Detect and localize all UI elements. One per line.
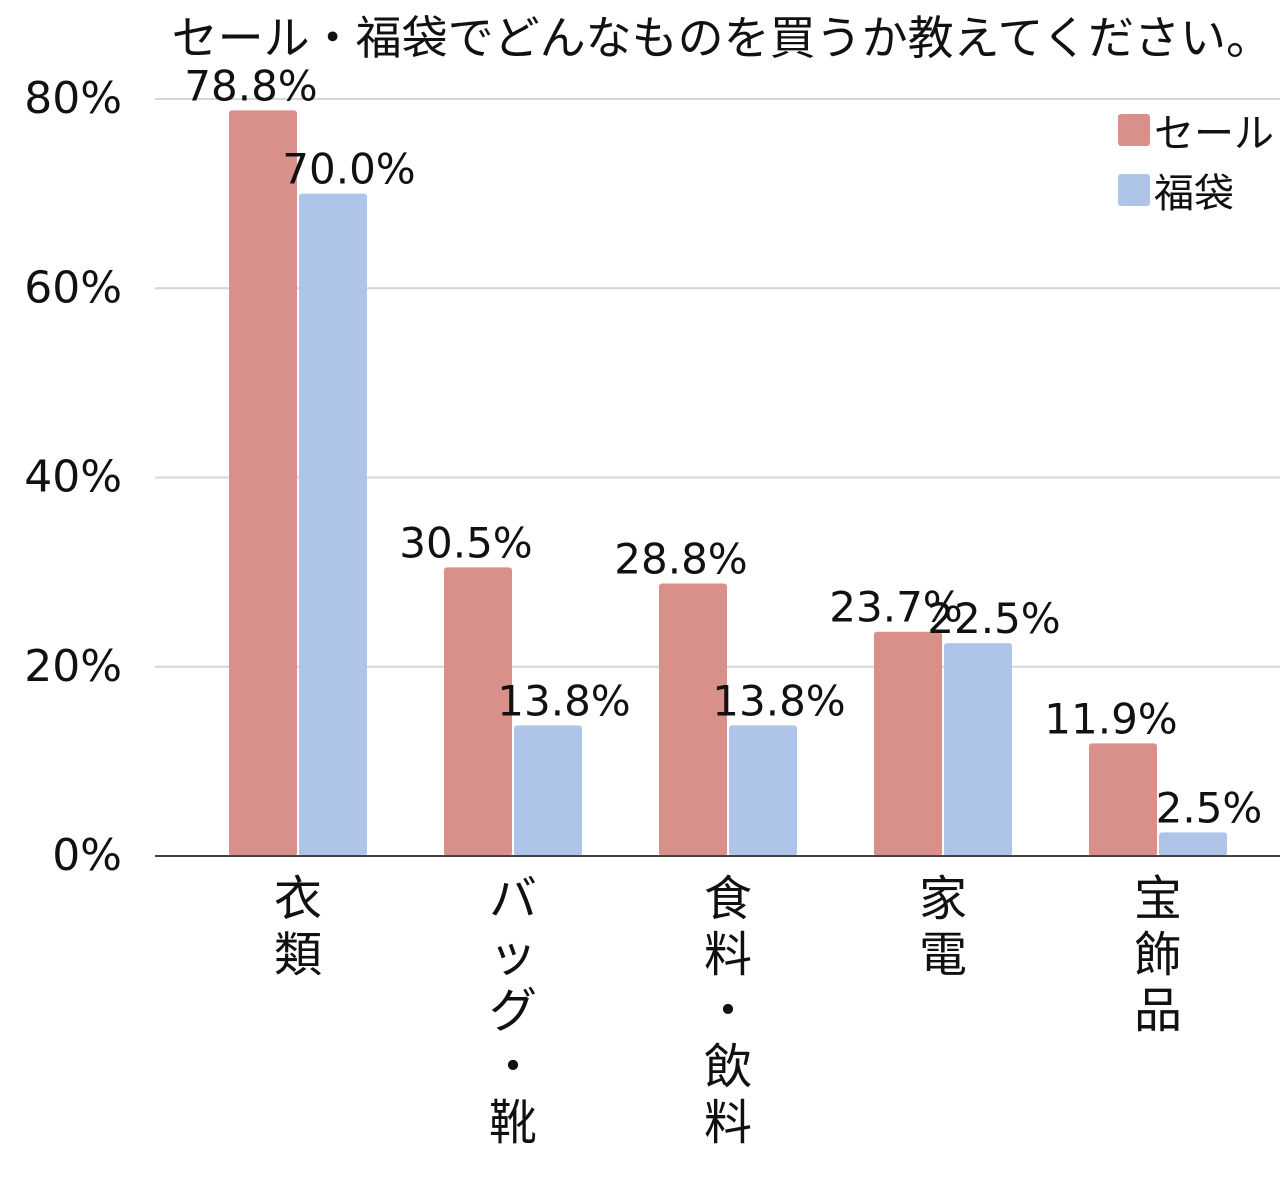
bar-fukubukuro — [1159, 832, 1227, 856]
x-category-label: 衣類 — [274, 871, 322, 983]
x-category-label: 宝飾品 — [1134, 871, 1182, 1039]
data-label: 22.5% — [927, 594, 1060, 643]
data-label: 11.9% — [1044, 694, 1177, 743]
data-label: 70.0% — [282, 145, 415, 194]
y-tick-label: 80% — [24, 73, 122, 124]
x-category-label: 食料・飲料 — [704, 871, 752, 1151]
chart-title: セール・福袋でどんなものを買うか教えてください。 — [171, 11, 1272, 65]
y-tick-label: 0% — [52, 830, 122, 881]
data-label: 2.5% — [1156, 783, 1263, 832]
x-category-label: バッグ・靴 — [489, 871, 537, 1151]
legend-label-fukubukuro: 福袋 — [1154, 171, 1234, 217]
y-tick-label: 40% — [24, 452, 122, 503]
legend-label-sale: セール — [1154, 111, 1274, 157]
bar-sale — [444, 567, 512, 856]
data-label: 30.5% — [399, 518, 532, 567]
bar-fukubukuro — [944, 643, 1012, 856]
bar-sale — [1089, 743, 1157, 856]
x-category-label: 家電 — [919, 871, 967, 983]
y-tick-label: 60% — [24, 262, 122, 313]
legend-swatch-fukubukuro — [1118, 174, 1150, 206]
data-label: 13.8% — [497, 676, 630, 725]
bar-fukubukuro — [514, 725, 582, 856]
legend-swatch-sale — [1118, 114, 1150, 146]
legend-item-sale: セール — [1118, 100, 1280, 160]
data-label: 13.8% — [712, 676, 845, 725]
legend: セール 福袋 — [1118, 100, 1280, 220]
data-label: 23.7% — [829, 583, 962, 632]
data-label: 78.8% — [184, 61, 317, 110]
bar-sale — [229, 110, 297, 857]
bar-sale — [659, 583, 727, 856]
bar-sale — [874, 631, 942, 856]
bar-fukubukuro — [299, 193, 367, 856]
legend-item-fukubukuro: 福袋 — [1118, 160, 1280, 220]
data-label: 28.8% — [614, 534, 747, 583]
y-tick-label: 20% — [24, 641, 122, 692]
bar-fukubukuro — [729, 725, 797, 856]
